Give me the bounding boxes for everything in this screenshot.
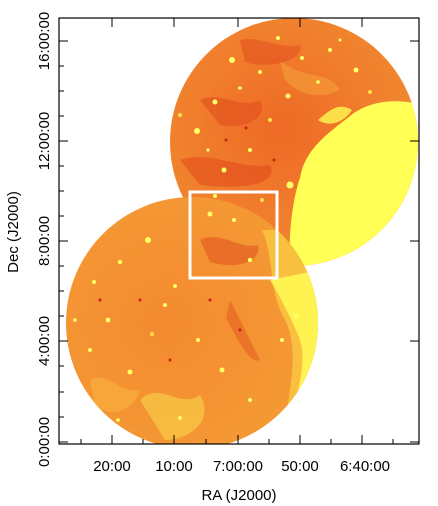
y-axis-ticks — [59, 40, 419, 443]
y-tick-label: 4:00:00 — [36, 316, 53, 366]
highlight-box — [188, 190, 279, 280]
y-tick-label: 8:00:00 — [36, 216, 53, 266]
x-tick-label: 7:00:00 — [213, 458, 263, 475]
x-tick-label: 6:40:00 — [340, 458, 390, 475]
y-tick-label: 0:00:00 — [36, 417, 53, 467]
x-tick-label: 10:00 — [155, 458, 193, 475]
x-axis-title: RA (J2000) — [201, 487, 276, 504]
x-tick-label: 20:00 — [93, 458, 131, 475]
x-tick-label: 50:00 — [281, 458, 319, 475]
y-tick-label: 16:00:00 — [36, 12, 53, 70]
sky-image — [66, 18, 418, 444]
y-axis-title: Dec (J2000) — [5, 191, 22, 273]
x-axis-ticks — [80, 18, 394, 444]
lower-field — [66, 197, 318, 444]
plot-frame — [58, 17, 420, 445]
y-tick-label: 12:00:00 — [36, 112, 53, 170]
